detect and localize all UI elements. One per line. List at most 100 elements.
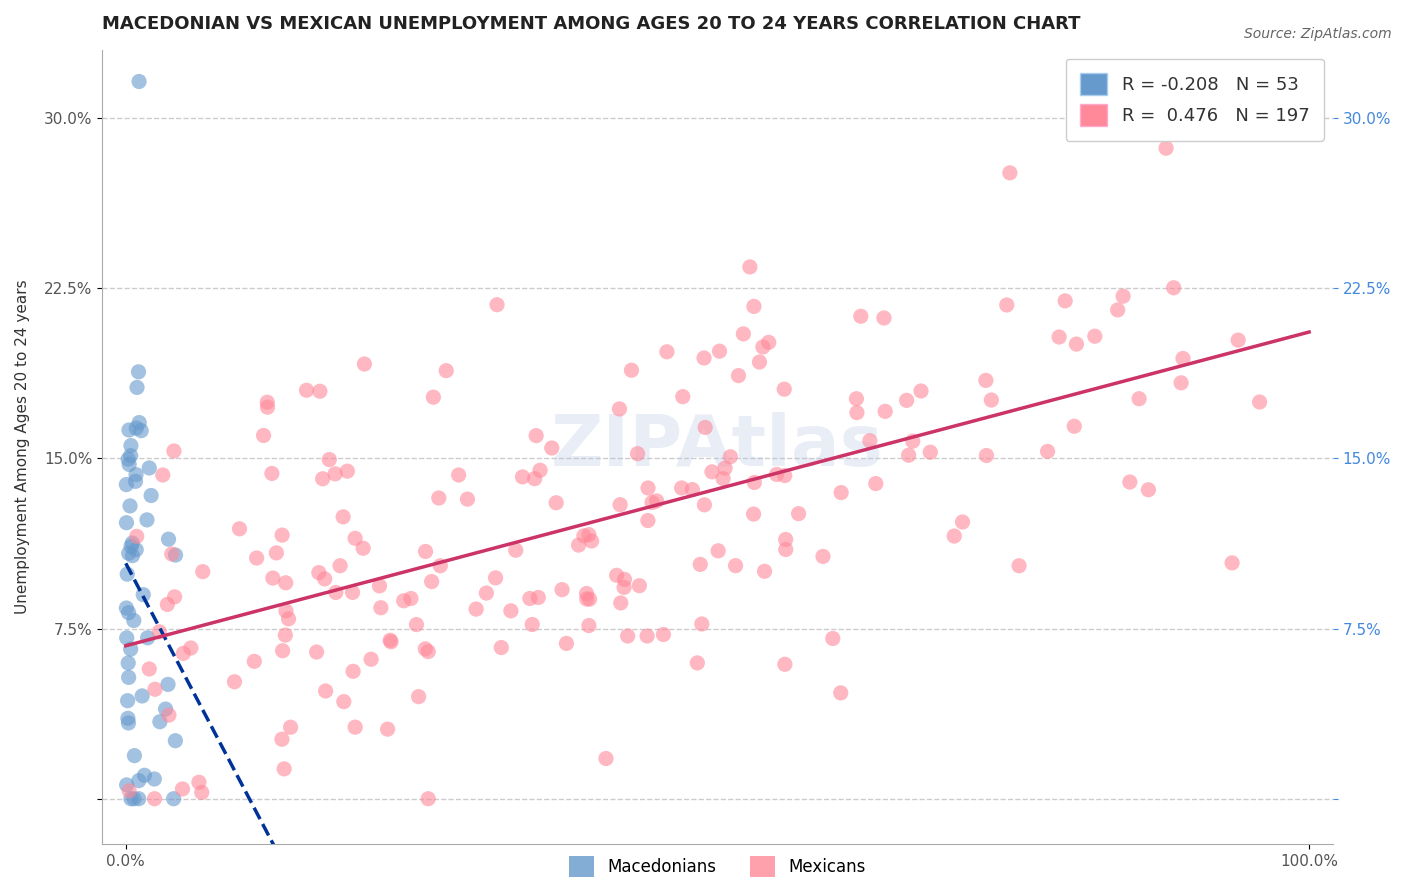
Point [277,612,299,626]
Point [613,580,636,594]
Point [1220,556,1243,570]
Point [491,640,513,655]
Point [129,424,152,438]
Point [845,392,868,406]
Point [163,444,186,458]
Point [125,542,148,557]
Point [271,644,294,658]
Point [224,674,246,689]
Legend: Macedonians, Mexicans: Macedonians, Mexicans [562,850,872,883]
Point [527,591,550,605]
Point [742,300,765,314]
Point [122,791,145,805]
Point [314,572,336,586]
Point [380,635,402,649]
Point [484,571,506,585]
Point [295,384,318,398]
Point [637,481,659,495]
Point [636,629,658,643]
Point [709,344,731,359]
Point [952,515,974,529]
Point [122,614,145,628]
Point [995,298,1018,312]
Point [143,682,166,697]
Point [595,751,617,765]
Point [155,702,177,716]
Point [980,392,1002,407]
Point [152,467,174,482]
Point [522,617,544,632]
Point [1112,289,1135,303]
Point [134,768,156,782]
Point [645,494,668,508]
Point [117,606,139,620]
Point [1107,302,1129,317]
Point [165,548,187,562]
Point [273,762,295,776]
Point [773,382,796,396]
Point [811,549,834,564]
Point [162,791,184,805]
Point [845,406,868,420]
Point [274,628,297,642]
Point [752,340,775,354]
Point [1066,337,1088,351]
Point [711,472,734,486]
Point [115,601,138,615]
Point [830,485,852,500]
Point [787,507,810,521]
Point [117,656,139,670]
Point [128,416,150,430]
Point [974,373,997,387]
Point [613,573,636,587]
Point [1227,333,1250,347]
Point [128,365,150,379]
Point [413,641,436,656]
Point [499,604,522,618]
Point [274,604,297,618]
Point [758,335,780,350]
Point [686,656,709,670]
Point [121,536,143,550]
Point [308,566,330,580]
Point [157,708,180,723]
Point [392,593,415,607]
Point [707,544,730,558]
Point [672,390,695,404]
Point [187,775,209,789]
Point [568,538,591,552]
Point [572,529,595,543]
Point [115,477,138,491]
Point [305,645,328,659]
Point [742,507,765,521]
Point [143,791,166,805]
Point [124,748,146,763]
Point [744,475,766,490]
Point [1036,444,1059,458]
Point [256,395,278,409]
Point [1054,293,1077,308]
Point [280,720,302,734]
Y-axis label: Unemployment Among Ages 20 to 24 years: Unemployment Among Ages 20 to 24 years [15,280,30,615]
Point [456,492,478,507]
Point [422,390,444,404]
Point [115,631,138,645]
Point [378,633,401,648]
Point [190,785,212,799]
Point [120,791,142,805]
Point [342,665,364,679]
Point [191,565,214,579]
Point [180,640,202,655]
Point [124,475,146,489]
Point [125,467,148,482]
Point [323,467,346,481]
Point [148,624,170,639]
Point [333,695,356,709]
Point [821,632,844,646]
Point [733,326,755,341]
Point [156,598,179,612]
Point [408,690,430,704]
Point [727,368,749,383]
Point [1008,558,1031,573]
Point [418,791,440,805]
